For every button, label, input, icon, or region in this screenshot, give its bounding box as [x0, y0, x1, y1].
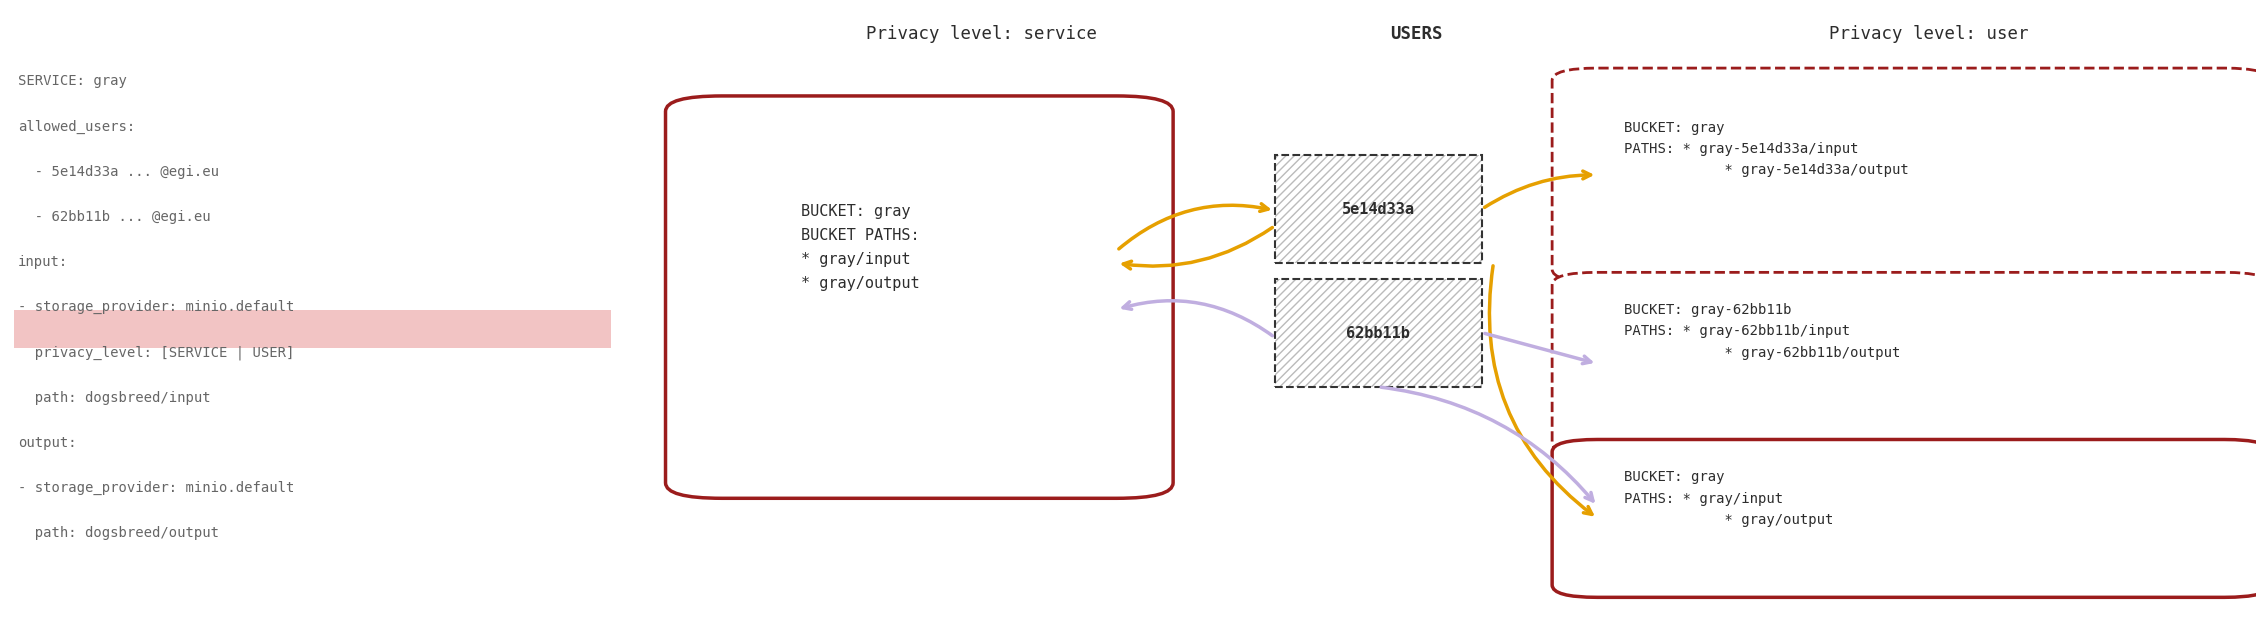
FancyBboxPatch shape — [1552, 272, 2256, 455]
FancyBboxPatch shape — [1552, 439, 2256, 597]
Text: BUCKET: gray
PATHS: * gray-5e14d33a/input
            * gray-5e14d33a/output: BUCKET: gray PATHS: * gray-5e14d33a/inpu… — [1624, 121, 1909, 177]
Bar — [1275, 279, 1482, 387]
Text: input:: input: — [18, 255, 68, 269]
Text: output:: output: — [18, 436, 77, 450]
Text: - storage_provider: minio.default: - storage_provider: minio.default — [18, 481, 296, 495]
Text: BUCKET: gray
PATHS: * gray/input
            * gray/output: BUCKET: gray PATHS: * gray/input * gray/… — [1624, 470, 1834, 527]
Bar — [1275, 155, 1482, 263]
Text: Privacy level: service: Privacy level: service — [866, 25, 1096, 43]
Text: path: dogsbreed/input: path: dogsbreed/input — [18, 391, 210, 405]
Text: 5e14d33a: 5e14d33a — [1342, 202, 1415, 217]
Text: - storage_provider: minio.default: - storage_provider: minio.default — [18, 300, 296, 314]
Text: - 5e14d33a ... @egi.eu: - 5e14d33a ... @egi.eu — [18, 165, 219, 179]
Text: allowed_users:: allowed_users: — [18, 119, 135, 134]
Text: BUCKET: gray
BUCKET PATHS:
* gray/input
* gray/output: BUCKET: gray BUCKET PATHS: * gray/input … — [801, 204, 920, 291]
Text: Privacy level: user: Privacy level: user — [1830, 25, 2028, 43]
Text: path: dogsbreed/output: path: dogsbreed/output — [18, 526, 219, 540]
FancyBboxPatch shape — [666, 96, 1173, 498]
FancyBboxPatch shape — [1552, 68, 2256, 282]
Text: 62bb11b: 62bb11b — [1347, 326, 1410, 340]
Bar — [1275, 279, 1482, 387]
Text: SERVICE: gray: SERVICE: gray — [18, 74, 126, 89]
Text: USERS: USERS — [1390, 25, 1444, 43]
FancyBboxPatch shape — [14, 310, 611, 348]
Text: privacy_level: [SERVICE | USER]: privacy_level: [SERVICE | USER] — [18, 345, 296, 360]
Bar — [1275, 155, 1482, 263]
Text: - 62bb11b ... @egi.eu: - 62bb11b ... @egi.eu — [18, 210, 210, 224]
Text: BUCKET: gray-62bb11b
PATHS: * gray-62bb11b/input
            * gray-62bb11b/outp: BUCKET: gray-62bb11b PATHS: * gray-62bb1… — [1624, 303, 1902, 360]
